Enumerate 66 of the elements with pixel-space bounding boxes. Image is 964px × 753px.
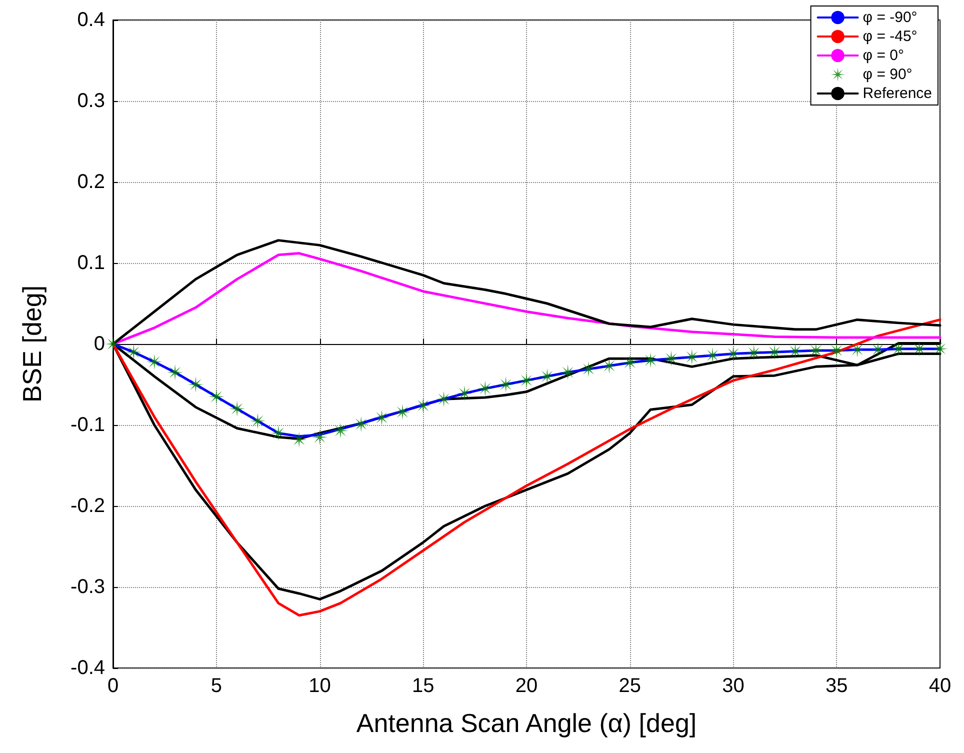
x-tick-label: 30 bbox=[722, 675, 744, 697]
point bbox=[808, 342, 824, 358]
point bbox=[518, 372, 534, 388]
x-tick-label: 5 bbox=[210, 675, 222, 697]
x-tick-label: 15 bbox=[412, 675, 434, 697]
y-tick-label: -0.3 bbox=[70, 576, 105, 598]
point bbox=[436, 391, 452, 408]
point bbox=[642, 352, 659, 368]
point bbox=[580, 361, 597, 378]
point bbox=[704, 347, 721, 364]
x-tick-label: 35 bbox=[826, 675, 848, 697]
point bbox=[105, 336, 121, 352]
point bbox=[932, 340, 948, 357]
x-tick-label: 10 bbox=[308, 675, 331, 697]
point bbox=[725, 346, 742, 362]
point bbox=[250, 412, 266, 429]
point bbox=[849, 342, 866, 358]
point bbox=[374, 410, 390, 426]
point bbox=[208, 388, 224, 405]
y-tick-label: 0.3 bbox=[77, 90, 105, 112]
x-tick-label: 40 bbox=[928, 675, 952, 697]
point bbox=[539, 368, 556, 384]
x-tick-label: 20 bbox=[515, 675, 538, 697]
y-tick-label: -0.1 bbox=[70, 414, 105, 436]
point bbox=[353, 416, 370, 432]
y-tick-label: 0.4 bbox=[77, 9, 105, 31]
point bbox=[828, 342, 845, 358]
point bbox=[126, 344, 142, 360]
point bbox=[394, 404, 410, 420]
x-tick-label: 0 bbox=[107, 675, 119, 697]
x-axis-title: Antenna Scan Angle (α) [deg] bbox=[356, 708, 697, 738]
point bbox=[270, 425, 286, 442]
point bbox=[746, 344, 762, 361]
point bbox=[601, 358, 618, 374]
y-axis-title: BSE [deg] bbox=[17, 285, 47, 403]
point bbox=[415, 398, 432, 414]
point bbox=[498, 376, 514, 392]
point bbox=[911, 340, 928, 357]
y-tick-label: 0.1 bbox=[77, 252, 105, 274]
legend-label: φ = 0° bbox=[862, 47, 904, 64]
point bbox=[622, 354, 638, 371]
point bbox=[766, 344, 783, 360]
point bbox=[663, 350, 680, 367]
point bbox=[291, 432, 308, 448]
point bbox=[167, 364, 184, 380]
point bbox=[870, 342, 886, 358]
point bbox=[312, 429, 328, 446]
legend-label: φ = 90° bbox=[862, 66, 912, 83]
point bbox=[146, 354, 162, 370]
y-tick-label: 0 bbox=[94, 333, 105, 355]
legend-label: φ = -90° bbox=[862, 9, 918, 26]
point bbox=[560, 364, 576, 380]
y-tick-label: -0.4 bbox=[70, 657, 105, 679]
point bbox=[332, 422, 348, 439]
x-tick-label: 25 bbox=[618, 675, 641, 697]
point bbox=[684, 348, 700, 365]
point bbox=[787, 343, 804, 360]
point bbox=[456, 385, 472, 402]
y-tick-label: 0.2 bbox=[77, 171, 105, 193]
point bbox=[188, 376, 204, 392]
legend-label: φ = -45° bbox=[862, 28, 918, 45]
point bbox=[477, 380, 494, 397]
y-tick-label: -0.2 bbox=[70, 495, 105, 517]
legend-label: Reference bbox=[862, 85, 932, 102]
point bbox=[229, 400, 246, 417]
point bbox=[890, 340, 907, 357]
